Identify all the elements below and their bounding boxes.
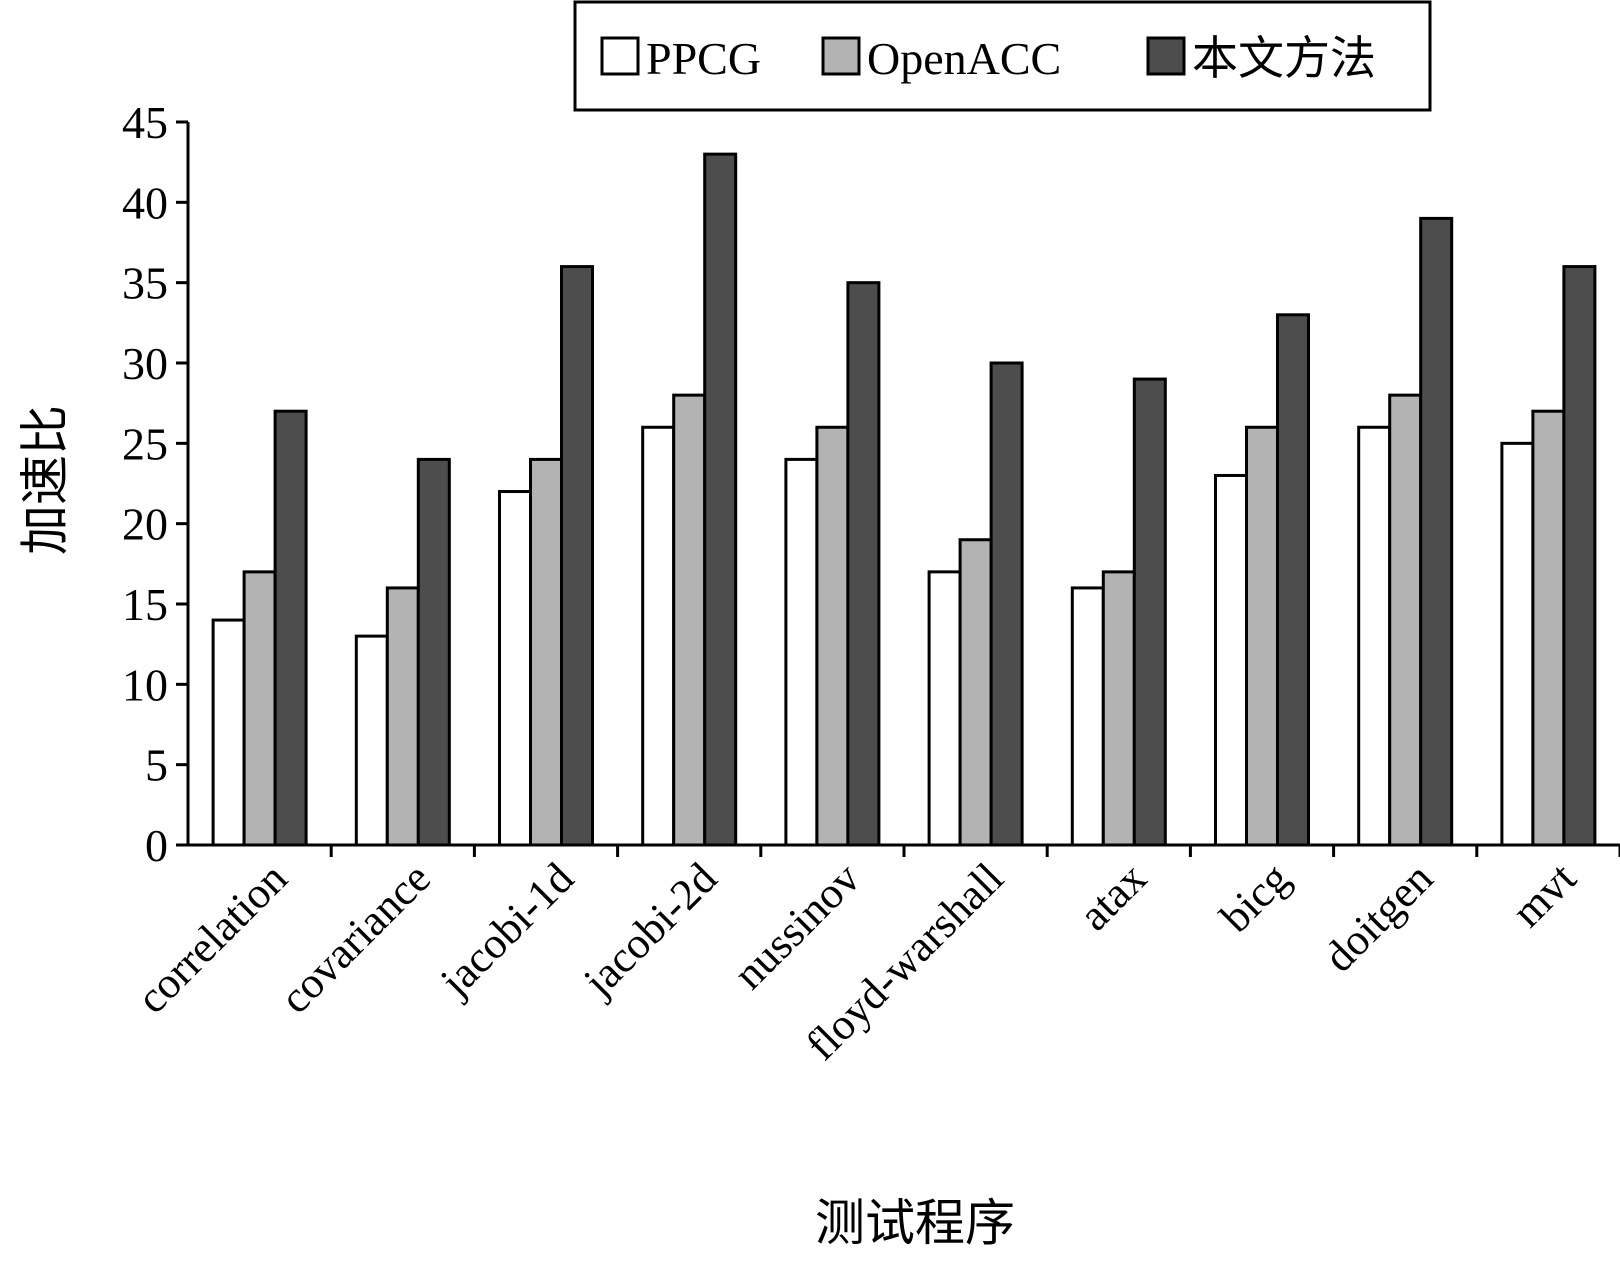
bar-本文方法-nussinov: [846, 281, 881, 847]
x-tick-label: nussinov: [724, 853, 869, 998]
bar-本文方法-floyd-warshall: [989, 361, 1024, 847]
legend-swatch-PPCG: [600, 36, 640, 76]
y-tick-label: 30: [122, 338, 168, 389]
bar-PPCG-mvt: [1500, 441, 1535, 847]
bar-OpenACC-jacobi-2d: [672, 393, 707, 847]
y-tick-label: 35: [122, 258, 168, 309]
bar-PPCG-atax: [1070, 586, 1105, 847]
legend: PPCG OpenACC 本文方法: [573, 0, 1432, 112]
y-tick-label: 40: [122, 177, 168, 228]
bar-PPCG-jacobi-1d: [498, 490, 532, 847]
x-tick-label: bicg: [1211, 853, 1299, 941]
bar-OpenACC-mvt: [1531, 409, 1566, 847]
bar-PPCG-covariance: [354, 634, 389, 847]
bar-OpenACC-nussinov: [815, 425, 850, 847]
bar-本文方法-jacobi-1d: [560, 265, 594, 847]
bar-OpenACC-jacobi-1d: [529, 457, 563, 847]
bar-本文方法-correlation: [273, 409, 308, 847]
bar-PPCG-correlation: [211, 618, 246, 847]
legend-swatch-OpenACC: [821, 36, 861, 76]
bar-PPCG-nussinov: [784, 457, 819, 847]
bar-PPCG-doitgen: [1357, 425, 1392, 847]
bar-本文方法-mvt: [1562, 265, 1597, 847]
y-tick-label: 45: [122, 97, 168, 148]
bar-本文方法-covariance: [416, 457, 451, 847]
y-tick-label: 5: [145, 740, 168, 791]
bar-PPCG-jacobi-2d: [641, 425, 676, 847]
bar-本文方法-jacobi-2d: [703, 152, 738, 847]
bars: [211, 152, 1597, 847]
legend-label-本文方法: 本文方法: [1192, 33, 1376, 84]
bar-OpenACC-bicg: [1245, 425, 1279, 847]
x-tick-label: covariance: [270, 853, 439, 1022]
bar-本文方法-bicg: [1276, 313, 1310, 847]
x-tick-label: jacobi-1d: [430, 853, 584, 1007]
x-tick-label: jacobi-2d: [573, 853, 727, 1007]
bar-OpenACC-doitgen: [1388, 393, 1423, 847]
bar-OpenACC-covariance: [385, 586, 420, 847]
x-tick-label: mvt: [1502, 853, 1585, 936]
x-axis-title: 测试程序: [815, 1195, 1015, 1251]
y-tick-label: 0: [145, 820, 168, 871]
legend-frame: [573, 0, 1432, 112]
y-tick-label: 10: [122, 659, 168, 710]
bar-PPCG-floyd-warshall: [927, 570, 962, 847]
bar-本文方法-doitgen: [1419, 216, 1454, 847]
x-tick-label: atax: [1069, 853, 1155, 939]
bar-OpenACC-atax: [1101, 570, 1136, 847]
legend-label-PPCG: PPCG: [646, 33, 761, 84]
x-tick-label: doitgen: [1314, 853, 1442, 981]
y-axis-title: 加速比: [17, 405, 73, 555]
legend-label-OpenACC: OpenACC: [867, 33, 1061, 84]
x-tick-label: correlation: [127, 853, 296, 1022]
bar-PPCG-bicg: [1214, 473, 1248, 847]
y-tick-label: 15: [122, 579, 168, 630]
bar-OpenACC-correlation: [242, 570, 277, 847]
y-tick-label: 25: [122, 418, 168, 469]
bar-本文方法-atax: [1132, 377, 1167, 847]
legend-swatch-本文方法: [1146, 36, 1186, 76]
y-tick-label: 20: [122, 499, 168, 550]
bar-OpenACC-floyd-warshall: [958, 538, 993, 847]
